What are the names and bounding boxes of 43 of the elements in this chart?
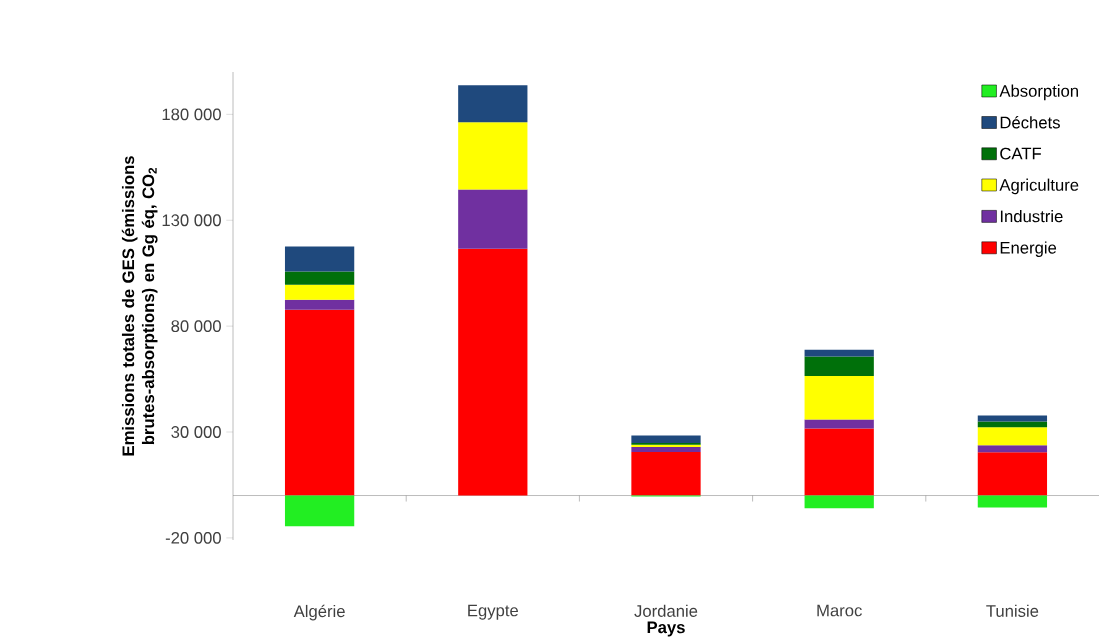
legend-label: Agriculture <box>999 178 1079 195</box>
bar <box>804 419 874 429</box>
bar <box>804 376 874 420</box>
legend-label: CATF <box>1000 147 1042 160</box>
bar <box>977 445 1048 453</box>
bar <box>458 189 528 249</box>
bar <box>977 452 1048 496</box>
bar <box>804 495 874 509</box>
x-tick-label: Jordanie <box>634 604 698 617</box>
bar <box>458 85 528 123</box>
bar <box>284 246 355 272</box>
x-tick-label: Egypte <box>468 604 519 620</box>
bar <box>977 427 1048 446</box>
bar <box>977 415 1048 422</box>
legend-label: Energie <box>1000 241 1057 257</box>
x-tick-label: Maroc <box>817 604 862 617</box>
bar <box>631 435 701 444</box>
bar <box>977 421 1048 428</box>
legend-label: Absorption <box>999 84 1078 101</box>
x-axis-title: Pays <box>647 621 685 637</box>
bar <box>804 356 874 377</box>
legend-label: Industrie <box>1000 210 1063 223</box>
bar <box>458 122 528 190</box>
bar <box>458 248 528 496</box>
bar <box>977 495 1048 508</box>
y-tick-label: -20 000 <box>165 531 221 544</box>
legend-label: Déchets <box>1000 116 1060 129</box>
bar <box>631 452 701 496</box>
y-tick-label: 30 000 <box>171 426 221 438</box>
bar <box>284 284 355 300</box>
bar <box>284 271 355 285</box>
bar <box>631 447 701 453</box>
y-tick-label: 80 000 <box>171 320 221 333</box>
bar <box>284 309 355 496</box>
bar <box>804 349 874 357</box>
y-axis-title: Emissions totales de GES (émissions brutes-absorptions) en Gg éq, CO$_{2}$ <box>121 156 158 456</box>
bar <box>284 299 355 310</box>
y-tick-label: 180 000 <box>162 108 221 121</box>
x-tick-label: Tunisie <box>986 604 1039 617</box>
bar <box>804 428 874 496</box>
bar <box>284 495 355 527</box>
y-tick-label: 130 000 <box>162 214 221 227</box>
x-tick-label: Algérie <box>293 604 345 621</box>
